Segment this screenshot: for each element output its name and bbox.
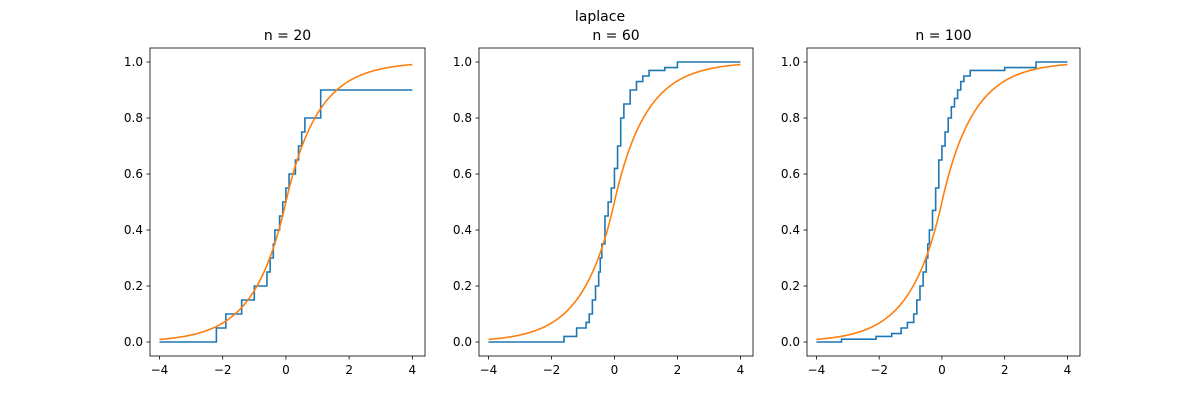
y-tick-label: 0.0: [453, 335, 472, 349]
y-tick-label: 0.6: [124, 167, 143, 181]
y-tick-label: 0.4: [124, 223, 143, 237]
figure-suptitle: laplace: [575, 9, 625, 25]
y-tick-label: 1.0: [453, 55, 472, 69]
y-tick-label: 0.6: [453, 167, 472, 181]
x-tick-label: 4: [1064, 363, 1072, 377]
x-tick-label: 0: [611, 363, 619, 377]
ecdf-line: [159, 89, 413, 343]
y-tick-label: 0.8: [124, 111, 143, 125]
subplot-title: n = 20: [264, 28, 311, 44]
y-tick-label: 0.0: [124, 335, 143, 349]
subplot-title: n = 100: [915, 28, 971, 44]
x-tick-label: 2: [345, 363, 353, 377]
x-tick-label: 0: [938, 363, 946, 377]
laplace-cdf-line: [159, 63, 413, 341]
axes-frame: [806, 47, 1081, 357]
y-tick-label: 0.4: [453, 223, 472, 237]
x-tick-label: −2: [870, 363, 888, 377]
y-tick-label: 0.6: [781, 167, 800, 181]
axes-frame: [149, 47, 426, 357]
x-tick-label: −4: [151, 363, 169, 377]
axes-frame: [478, 47, 754, 357]
subplot-1: n = 20 0.0 0.2 0.4 0.6 0.8 1.0 −4 −2 0 2 4: [124, 28, 426, 377]
x-tick-label: −2: [543, 363, 561, 377]
y-tick-label: 0.4: [781, 223, 800, 237]
x-tick-label: 2: [674, 363, 682, 377]
y-tick-label: 0.8: [781, 111, 800, 125]
subplots: n = 20 0.0 0.2 0.4 0.6 0.8 1.0 −4 −2 0 2 4 n = 60 0.0…: [124, 28, 1081, 377]
x-tick-label: −4: [808, 363, 826, 377]
y-tick-label: 0.2: [453, 279, 472, 293]
subplot-title: n = 60: [592, 28, 639, 44]
subplot-2: n = 60 0.0 0.2 0.4 0.6 0.8 1.0 −4 −2 0 2 4: [453, 28, 754, 377]
x-tick-label: 4: [409, 363, 417, 377]
laplace-cdf-line: [816, 63, 1068, 341]
laplace-cdf-line: [488, 63, 741, 341]
y-tick-label: 0.0: [781, 335, 800, 349]
ecdf-line: [488, 61, 741, 343]
x-tick-label: 4: [737, 363, 745, 377]
y-tick-label: 0.2: [124, 279, 143, 293]
x-tick-label: 2: [1001, 363, 1009, 377]
y-tick-label: 0.8: [453, 111, 472, 125]
x-tick-label: 0: [282, 363, 290, 377]
subplot-3: n = 100 0.0 0.2 0.4 0.6 0.8 1.0 −4 −2 0 2 4: [781, 28, 1081, 377]
x-tick-label: −4: [480, 363, 498, 377]
x-tick-label: −2: [214, 363, 232, 377]
y-tick-label: 1.0: [124, 55, 143, 69]
y-tick-label: 0.2: [781, 279, 800, 293]
y-tick-label: 1.0: [781, 55, 800, 69]
ecdf-line: [816, 61, 1068, 343]
